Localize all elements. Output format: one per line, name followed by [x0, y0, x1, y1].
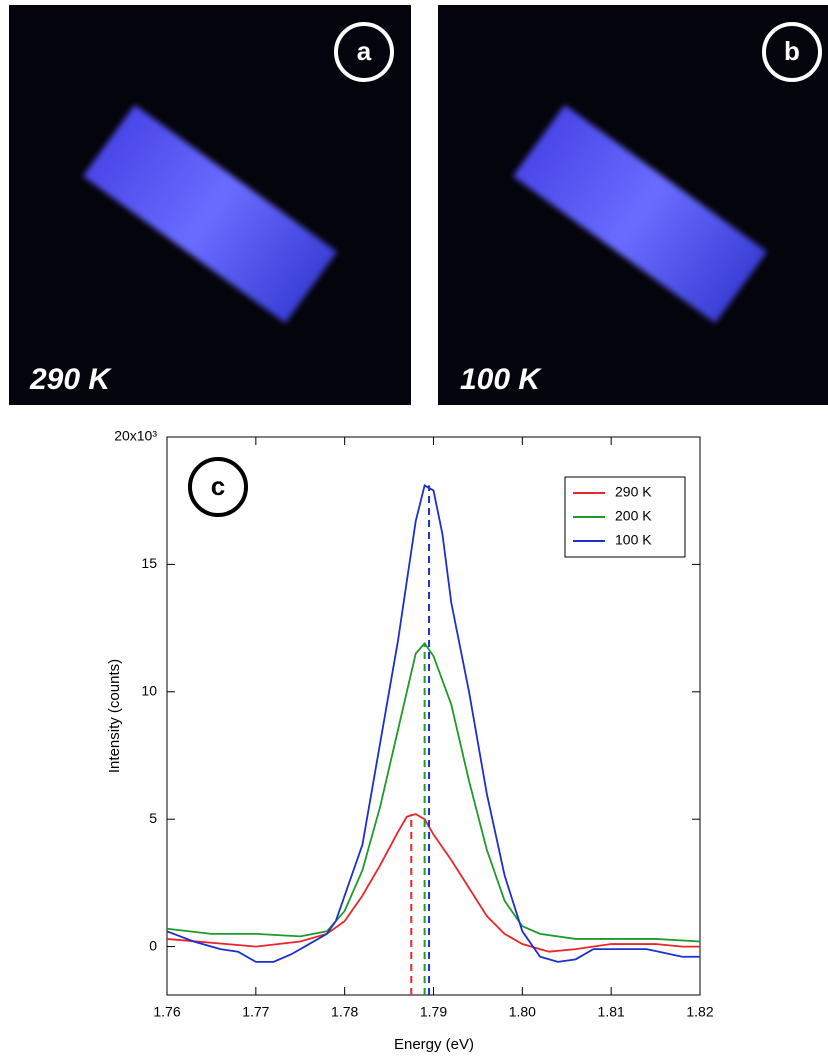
y-axis-label: Intensity (counts) — [106, 659, 123, 773]
x-tick-label: 1.76 — [153, 1004, 180, 1020]
temperature-label: 100 K — [460, 363, 542, 396]
line-series — [166, 484, 700, 963]
y-tick-label: 20x10³ — [114, 428, 157, 444]
line-series — [166, 641, 701, 943]
x-tick-label: 1.82 — [686, 1004, 713, 1020]
panel-label: b — [784, 36, 800, 66]
x-tick-label: 1.78 — [331, 1004, 358, 1020]
photo-b: b 100 K — [438, 5, 828, 405]
panel-label: c — [211, 471, 225, 501]
y-tick-label: 5 — [149, 810, 157, 826]
x-axis-label: Energy (eV) — [394, 1036, 474, 1053]
y-tick-label: 10 — [141, 682, 157, 698]
x-tick-label: 1.81 — [598, 1004, 625, 1020]
photo-a: a 290 K — [9, 5, 411, 405]
legend-label: 100 K — [615, 532, 652, 548]
line-series — [166, 813, 700, 953]
legend-label: 200 K — [615, 508, 652, 524]
chart: c Energy (eV) Intensity (counts) 1.76 1.7… — [106, 428, 714, 1053]
y-tick-label: 15 — [141, 555, 157, 571]
x-tick-label: 1.77 — [242, 1004, 269, 1020]
y-tick-label: 0 — [149, 937, 157, 953]
panel-label: a — [357, 36, 372, 66]
x-tick-label: 1.80 — [509, 1004, 536, 1020]
temperature-label: 290 K — [29, 363, 112, 396]
legend-label: 290 K — [615, 484, 652, 500]
x-tick-label: 1.79 — [420, 1004, 447, 1020]
